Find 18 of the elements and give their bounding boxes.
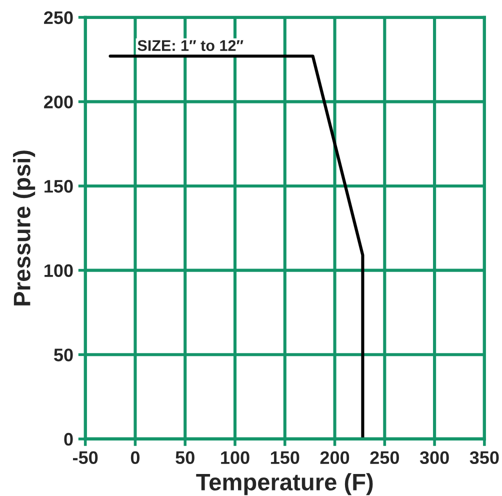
x-tick-label: -50 [73, 451, 98, 464]
y-axis-title: Pressure (psi) [13, 150, 36, 306]
x-tick-label: 100 [221, 451, 250, 464]
x-tick-label: 200 [320, 451, 350, 464]
x-tick-label: 150 [270, 451, 300, 464]
x-axis-title: Temperature (F) [196, 473, 373, 496]
x-tick-label: 250 [370, 451, 399, 464]
y-tick-label: 0 [64, 432, 73, 446]
x-tick-label: 350 [470, 451, 499, 464]
annotation: SIZE: 1″ to 12″ [138, 40, 244, 51]
x-tick-label: 50 [176, 451, 194, 464]
y-tick-label: 100 [44, 264, 73, 278]
y-tick-label: 200 [44, 96, 73, 108]
x-tick-label: 0 [130, 451, 140, 464]
y-tick-label: 250 [44, 11, 73, 24]
x-tick-label: 300 [420, 451, 449, 464]
y-tick-label: 50 [54, 348, 73, 362]
y-tick-label: 150 [44, 180, 73, 193]
